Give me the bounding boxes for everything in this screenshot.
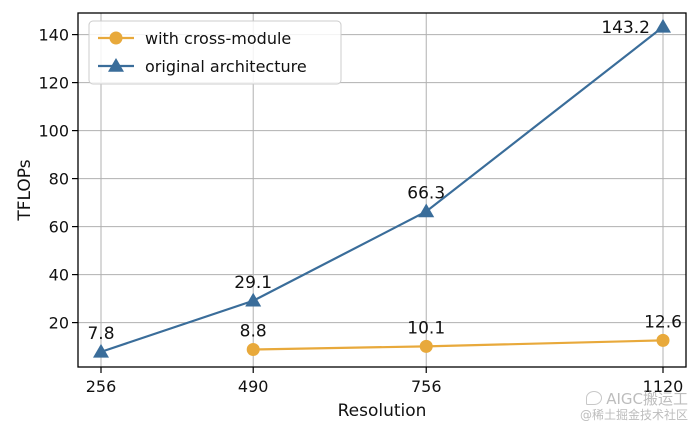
legend-marker (108, 58, 124, 72)
data-label: 7.8 (87, 324, 114, 344)
x-tick-label: 1120 (643, 377, 684, 396)
data-point (655, 18, 671, 33)
y-tick-label: 60 (49, 218, 69, 237)
data-label: 12.6 (644, 312, 682, 332)
data-point (419, 339, 433, 353)
x-axis-title: Resolution (338, 401, 427, 421)
series-line (100, 26, 664, 353)
legend-marker (109, 31, 123, 45)
y-tick-label: 100 (38, 122, 69, 141)
watermark: AIGC搬运工 @稀土掘金技术社区 (580, 390, 688, 422)
data-point (656, 333, 670, 347)
legend-box (88, 20, 342, 85)
data-label: 10.1 (407, 318, 445, 338)
y-tick-label: 80 (49, 170, 69, 189)
y-axis-title: TFLOPs (15, 159, 35, 221)
legend-label: with cross-module (145, 29, 291, 48)
watermark-line2: @稀土掘金技术社区 (579, 407, 688, 422)
axis-ticks: 256 490 756 1120 20 40 60 80 100 120 140 (38, 26, 683, 396)
data-label: 143.2 (601, 18, 650, 38)
series-layer: 8.8 10.1 12.6 7.8 29.1 66.3 143.2 (87, 18, 682, 358)
series-line (253, 339, 664, 351)
y-tick-label: 40 (49, 266, 69, 285)
data-point (93, 343, 109, 358)
plot-frame (77, 12, 687, 368)
x-tick-label: 756 (411, 377, 442, 396)
watermark-line1: AIGC搬运工 (606, 389, 688, 408)
data-point (245, 292, 262, 307)
wechat-icon (586, 390, 603, 405)
data-point (418, 203, 435, 218)
legend-label: original architecture (145, 57, 307, 76)
data-point (246, 342, 260, 356)
y-tick-label: 140 (38, 26, 69, 45)
data-label: 8.8 (240, 321, 267, 341)
x-tick-label: 490 (238, 377, 269, 396)
legend: with cross-module original architecture (88, 20, 342, 85)
data-label: 29.1 (234, 273, 272, 293)
data-label: 66.3 (407, 183, 445, 203)
y-tick-label: 120 (38, 74, 69, 93)
x-tick-label: 256 (86, 377, 117, 396)
y-tick-label: 20 (49, 314, 69, 333)
